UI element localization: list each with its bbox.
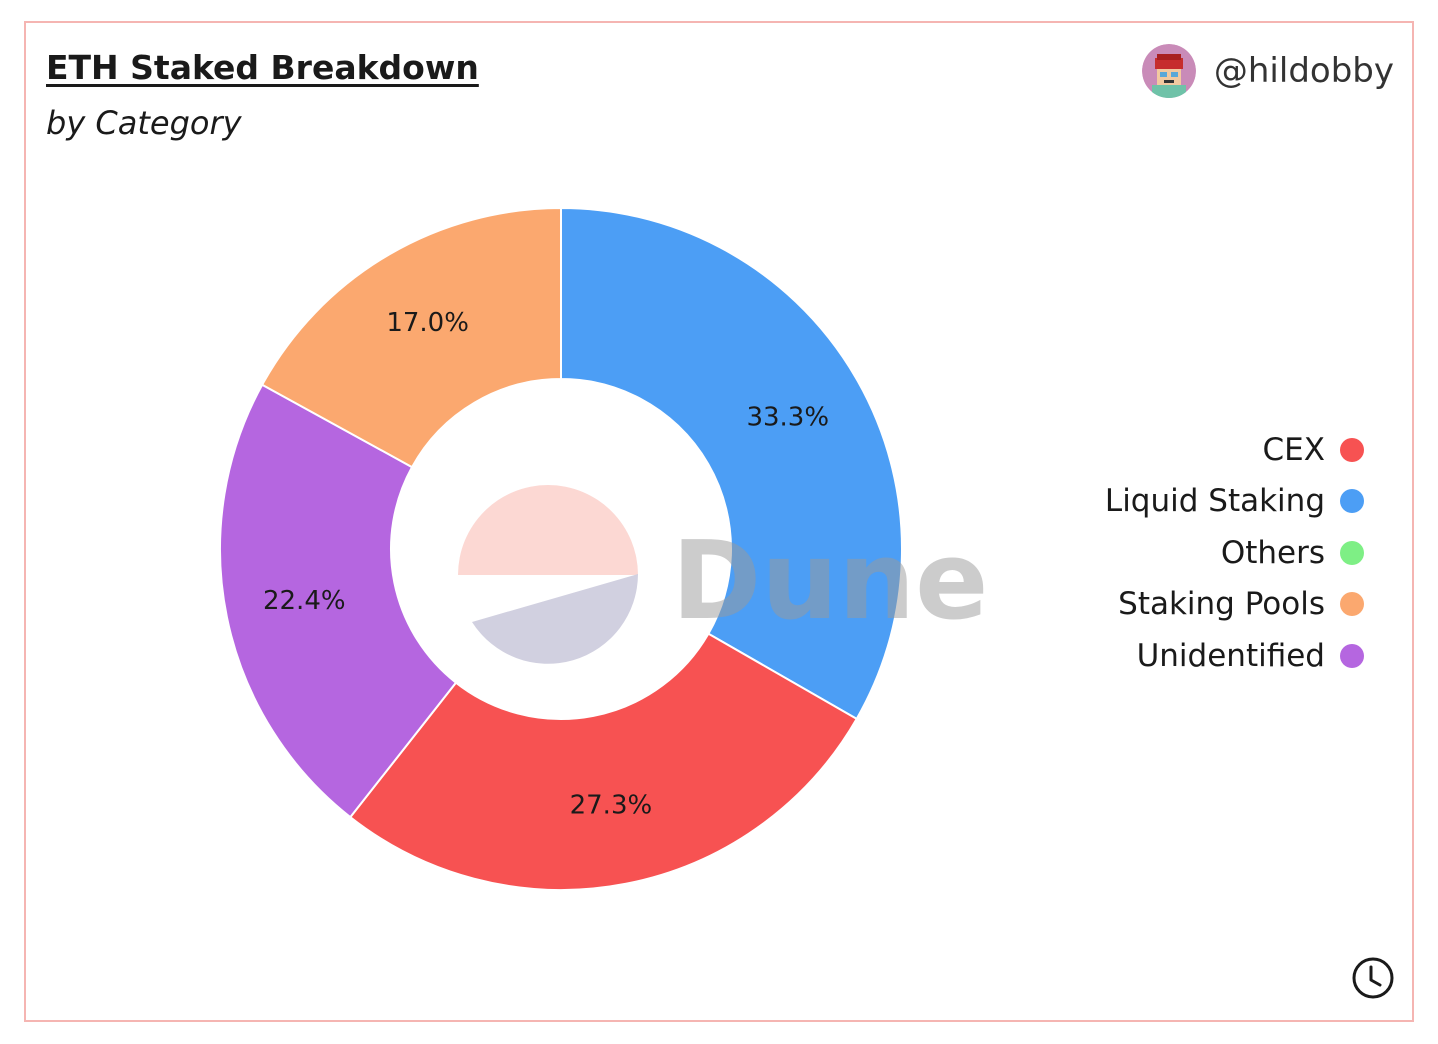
slice-data-label: 27.3% (570, 791, 653, 821)
legend-item-staking-pools[interactable]: Staking Pools (1105, 579, 1364, 631)
legend-item-cex[interactable]: CEX (1105, 424, 1364, 476)
legend-label: Liquid Staking (1104, 483, 1325, 520)
watermark-logo (458, 485, 638, 664)
legend-label: Others (1220, 534, 1325, 571)
donut-slice-staking-pools[interactable] (260, 206, 562, 469)
legend-label: Staking Pools (1118, 586, 1325, 623)
donut-slice-liquid-staking[interactable] (560, 206, 903, 721)
legend-dot (1340, 489, 1364, 514)
chart-legend: CEX Liquid Staking Others Staking Pools … (1105, 424, 1364, 682)
legend-dot (1340, 592, 1364, 617)
slice-data-label: 33.3% (746, 402, 829, 432)
donut-slice-unidentified[interactable] (219, 383, 458, 819)
donut-slice-cex[interactable] (348, 632, 859, 891)
slice-data-label: 17.0% (386, 308, 469, 338)
clock-icon[interactable] (1351, 956, 1395, 1000)
chart-subtitle: by Category (46, 104, 242, 142)
avatar-icon (1141, 44, 1196, 98)
legend-item-others[interactable]: Others (1105, 527, 1364, 579)
legend-item-liquid-staking[interactable]: Liquid Staking (1105, 476, 1364, 528)
watermark: Dune (672, 519, 989, 644)
legend-label: Unidentified (1136, 637, 1325, 674)
author-link[interactable]: @hildobby (1141, 44, 1394, 98)
legend-label: CEX (1262, 431, 1325, 468)
legend-dot (1340, 643, 1364, 668)
slice-data-label: 22.4% (263, 586, 346, 616)
legend-item-unidentified[interactable]: Unidentified (1105, 630, 1364, 682)
chart-title[interactable]: ETH Staked Breakdown (46, 48, 479, 87)
legend-dot (1340, 540, 1364, 565)
legend-dot (1340, 437, 1364, 462)
author-name: @hildobby (1213, 51, 1394, 91)
